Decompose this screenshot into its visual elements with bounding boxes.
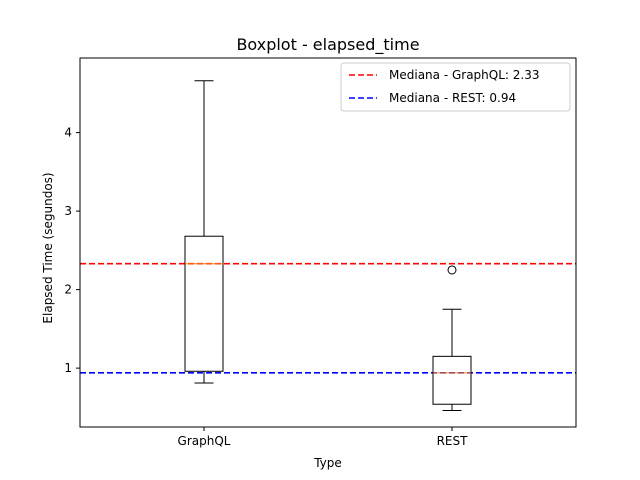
y-tick-label: 1 (64, 361, 72, 375)
y-tick-label: 4 (64, 126, 72, 140)
y-axis-label: Elapsed Time (segundos) (41, 172, 55, 323)
box-iqr (432, 355, 472, 405)
legend-box (340, 62, 571, 112)
y-tick-label: 2 (64, 283, 72, 297)
x-tick-label: GraphQL (178, 434, 231, 448)
box-rest (432, 265, 472, 412)
x-axis-label: Type (313, 456, 342, 470)
legend: Mediana - GraphQL: 2.33 Mediana - REST: 0… (340, 62, 571, 112)
x-axis-ticks: GraphQL REST (178, 427, 469, 448)
outlier-point-0 (447, 265, 457, 275)
legend-label-1: Mediana - REST: 0.94 (389, 91, 516, 105)
axes-frame (79, 57, 577, 428)
plot-area (79, 57, 577, 428)
legend-label-0: Mediana - GraphQL: 2.33 (389, 68, 539, 82)
chart-title: Boxplot - elapsed_time (236, 35, 419, 55)
x-tick-label: REST (437, 434, 469, 448)
box-graphql (184, 80, 224, 384)
box-iqr (184, 235, 224, 372)
y-tick-label: 3 (64, 204, 72, 218)
y-axis-ticks: 1 2 3 4 (64, 126, 80, 375)
